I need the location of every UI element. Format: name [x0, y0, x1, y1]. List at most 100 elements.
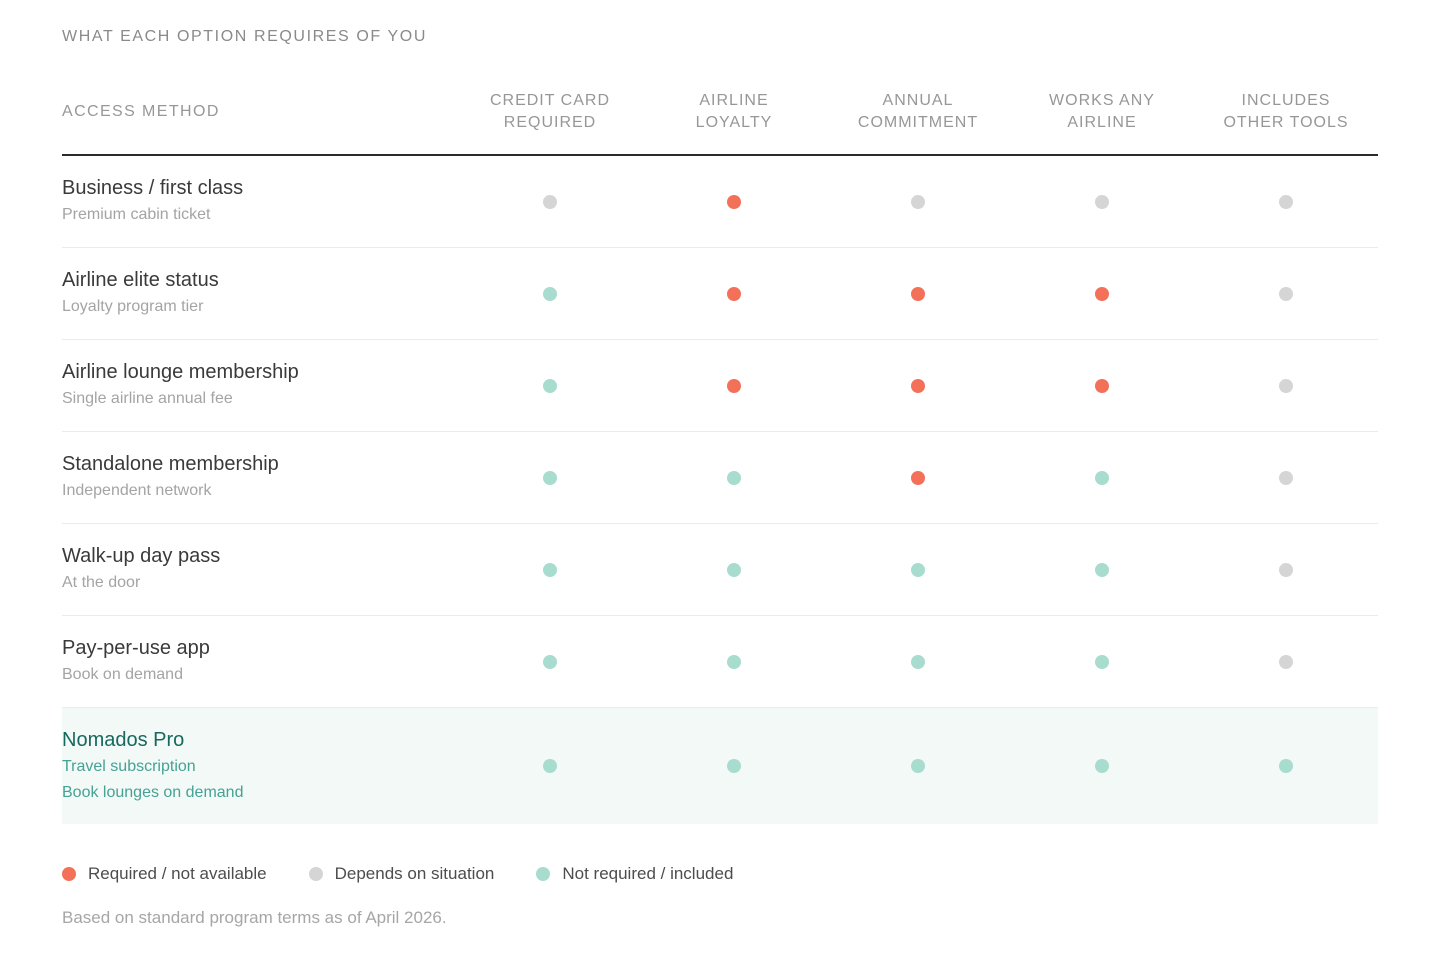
row-subtitle: Travel subscription — [62, 757, 196, 775]
table-row-airline-elite-status: Airline elite status Loyalty program tie… — [62, 248, 1378, 340]
status-dot — [1095, 378, 1109, 393]
table-row-business-first-class: Business / first class Premium cabin tic… — [62, 156, 1378, 248]
cell-credit-card — [458, 562, 642, 577]
cell-credit-card — [458, 470, 642, 485]
status-dot — [543, 654, 557, 669]
row-title: Standalone membership — [62, 453, 279, 475]
cell-annual-commitment — [826, 562, 1010, 577]
cell-credit-card — [458, 286, 642, 301]
status-dot — [911, 194, 925, 209]
status-dot — [543, 470, 557, 485]
cell-works-any-airline — [1010, 470, 1194, 485]
comparison-page: WHAT EACH OPTION REQUIRES OF YOU ACCESS … — [62, 28, 1378, 927]
status-dot — [543, 378, 557, 393]
cell-airline-loyalty — [642, 654, 826, 669]
cell-includes-other-tools — [1194, 470, 1378, 485]
status-dot — [727, 378, 741, 393]
column-header-access-method: ACCESS METHOD — [62, 103, 220, 120]
table-row-pay-per-use-app: Pay-per-use app Book on demand — [62, 616, 1378, 708]
cell-includes-other-tools — [1194, 562, 1378, 577]
cell-annual-commitment — [826, 654, 1010, 669]
status-dot — [911, 562, 925, 577]
cell-annual-commitment — [826, 194, 1010, 209]
cell-airline-loyalty — [642, 194, 826, 209]
status-dot — [911, 470, 925, 485]
status-dot — [911, 378, 925, 393]
status-dot — [727, 562, 741, 577]
status-dot — [1095, 470, 1109, 485]
status-dot — [727, 194, 741, 209]
row-subtitle: Book on demand — [62, 666, 183, 683]
status-dot — [1279, 759, 1293, 773]
column-header-annual-commitment: ANNUAL COMMITMENT — [857, 92, 979, 131]
legend-label: Depends on situation — [334, 864, 495, 883]
cell-annual-commitment — [826, 286, 1010, 301]
status-dot — [543, 759, 557, 773]
cell-annual-commitment — [826, 470, 1010, 485]
table-row-airline-lounge-membership: Airline lounge membership Single airline… — [62, 340, 1378, 432]
row-subtitle-2: Book lounges on demand — [62, 783, 244, 801]
cell-includes-other-tools — [1194, 286, 1378, 301]
status-dot — [727, 654, 741, 669]
row-subtitle: At the door — [62, 574, 141, 591]
status-dot — [1095, 286, 1109, 301]
status-dot — [1279, 470, 1293, 485]
legend-item-depends: Depends on situation — [308, 864, 495, 884]
status-dot — [1095, 562, 1109, 577]
legend-required-dot-icon — [62, 867, 76, 881]
row-label: Nomados Pro Travel subscription Book lou… — [62, 727, 458, 806]
column-header-includes-other-tools: INCLUDES OTHER TOOLS — [1223, 92, 1349, 131]
status-dot — [911, 286, 925, 301]
row-title: Pay-per-use app — [62, 637, 210, 659]
cell-airline-loyalty — [642, 759, 826, 773]
row-title: Airline lounge membership — [62, 361, 299, 383]
cell-works-any-airline — [1010, 654, 1194, 669]
table-row-walk-up-day-pass: Walk-up day pass At the door — [62, 524, 1378, 616]
cell-credit-card — [458, 654, 642, 669]
cell-annual-commitment — [826, 759, 1010, 773]
row-title: Walk-up day pass — [62, 545, 221, 567]
cell-includes-other-tools — [1194, 759, 1378, 773]
cell-airline-loyalty — [642, 470, 826, 485]
status-dot — [911, 759, 925, 773]
cell-airline-loyalty — [642, 286, 826, 301]
status-dot — [727, 759, 741, 773]
status-dot — [727, 286, 741, 301]
legend-item-required: Required / not available — [62, 864, 267, 884]
row-subtitle: Independent network — [62, 482, 212, 499]
table-header-row: ACCESS METHOD CREDIT CARD REQUIRED AIRLI… — [62, 90, 1378, 156]
row-subtitle: Premium cabin ticket — [62, 206, 211, 223]
status-dot — [1279, 562, 1293, 577]
column-header-airline-loyalty: AIRLINE LOYALTY — [695, 92, 773, 131]
row-label: Walk-up day pass At the door — [62, 543, 458, 596]
footnote: Based on standard program terms as of Ap… — [62, 908, 447, 927]
row-title: Airline elite status — [62, 269, 219, 291]
status-dot — [543, 194, 557, 209]
row-subtitle: Single airline annual fee — [62, 390, 233, 407]
cell-airline-loyalty — [642, 562, 826, 577]
status-dot — [1095, 654, 1109, 669]
column-header-credit-card: CREDIT CARD REQUIRED — [489, 92, 611, 131]
cell-works-any-airline — [1010, 562, 1194, 577]
cell-works-any-airline — [1010, 194, 1194, 209]
cell-credit-card — [458, 378, 642, 393]
status-dot — [543, 562, 557, 577]
table-row-nomados-pro: Nomados Pro Travel subscription Book lou… — [62, 708, 1378, 824]
column-header-works-any-airline: WORKS ANY AIRLINE — [1049, 92, 1155, 131]
cell-credit-card — [458, 194, 642, 209]
row-label: Standalone membership Independent networ… — [62, 451, 458, 504]
status-dot — [1095, 194, 1109, 209]
status-dot — [1279, 286, 1293, 301]
status-dot — [1279, 378, 1293, 393]
legend-item-included: Not required / included — [536, 864, 733, 884]
row-label: Airline elite status Loyalty program tie… — [62, 267, 458, 320]
legend: Required / not available Depends on situ… — [62, 864, 1378, 884]
cell-credit-card — [458, 759, 642, 773]
row-label: Airline lounge membership Single airline… — [62, 359, 458, 412]
cell-includes-other-tools — [1194, 378, 1378, 393]
status-dot — [543, 286, 557, 301]
cell-includes-other-tools — [1194, 194, 1378, 209]
row-subtitle: Loyalty program tier — [62, 298, 204, 315]
status-dot — [1279, 654, 1293, 669]
status-dot — [1279, 194, 1293, 209]
